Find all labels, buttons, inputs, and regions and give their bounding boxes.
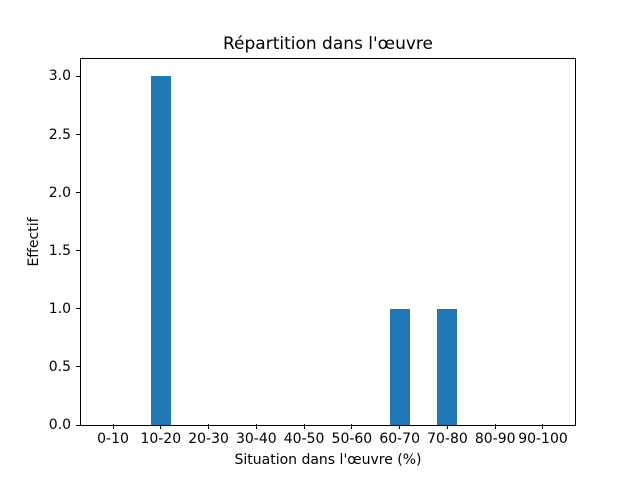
plot-area: 0-10 10-20 20-30 30-40 40-50 50-60 60-70 70-80 8… [49,58,576,446]
x-tick-mark [542,424,544,429]
x-tick-label: 80-90 [474,431,516,447]
bar [437,308,458,425]
x-tick-mark [399,424,401,429]
x-tick-mark [446,424,448,429]
x-tick-label: 50-60 [331,431,373,447]
y-tick-label: 0.5 [48,358,71,375]
bar [150,76,171,425]
x-tick-label: 40-50 [283,431,325,447]
y-tick-label: 2.0 [48,184,71,201]
x-tick-label: 30-40 [235,431,277,447]
x-tick-mark [351,424,353,429]
x-tick-label: 20-30 [188,431,229,447]
x-tick-label: 10-20 [140,431,182,447]
bar [389,308,410,425]
y-tick-mark [76,75,81,77]
y-tick-mark [76,366,81,368]
y-tick-mark [76,250,81,252]
y-tick-label: 1.5 [48,242,71,259]
y-tick-mark [76,134,81,136]
x-tick-mark [208,424,210,429]
x-tick-mark [160,424,162,429]
y-tick-label: 2.5 [48,126,71,143]
x-tick-mark [112,424,114,429]
chart-title: Répartition dans l'œuvre [222,34,433,54]
x-tick-label: 90-100 [518,431,568,447]
y-tick-mark [76,308,81,310]
y-tick-label: 3.0 [48,68,71,85]
x-tick-mark [303,424,305,429]
y-tick-mark [76,424,81,426]
x-tick-label: 0-10 [97,431,129,447]
y-tick-label: 0.0 [48,417,71,433]
y-tick-label: 1.0 [48,300,71,317]
y-tick-mark [76,192,81,194]
y-axis-title: Effectif [26,217,42,267]
x-tick-label: 60-70 [379,431,420,447]
x-tick-mark [255,424,257,429]
x-tick-mark [494,424,496,429]
x-tick-label: 70-80 [427,431,468,447]
x-axis-title: Situation dans l'œuvre (%) [234,452,422,468]
